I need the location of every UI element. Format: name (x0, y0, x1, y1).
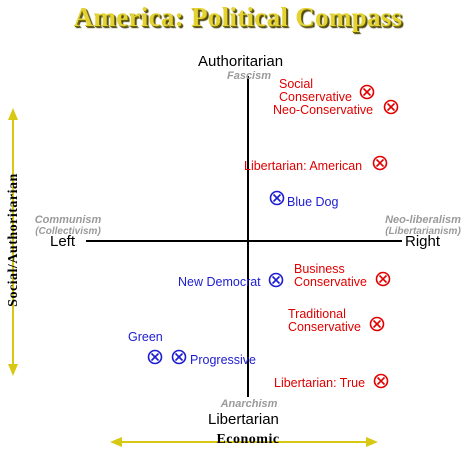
ideology-right-main: Neo-liberalism (385, 214, 461, 226)
vertical-axis-title: Social/Authoritarian (6, 173, 21, 307)
traditional-conservative-line2: Conservative (288, 320, 361, 334)
blue-dog-label: Blue Dog (287, 195, 339, 209)
libertarian-american-label: Libertarian: American (244, 159, 363, 173)
neo-conservative-label: Neo-Conservative (273, 103, 374, 117)
social-conservative-line2: Conservative (279, 90, 352, 104)
ideology-top: Fascism (226, 70, 272, 82)
axis-bottom-label: Libertarian (208, 411, 279, 428)
green-marker (147, 349, 163, 365)
ideology-right: Neo-liberalism (Libertarianism) (370, 214, 476, 238)
axis-top-label: Authoritarian (198, 53, 284, 70)
new-democrat-label: New Democrat (178, 275, 261, 289)
horizontal-arrow (110, 437, 378, 447)
business-conservative-line2: Conservative (294, 275, 367, 289)
libertarian-true-marker (373, 373, 389, 389)
social-conservative-marker (359, 84, 375, 100)
ideology-left-sub: (Collectivism) (35, 226, 101, 237)
progressive-marker (171, 349, 187, 365)
libertarian-american-marker (372, 155, 388, 171)
libertarian-true-label: Libertarian: True (274, 376, 366, 390)
ideology-bottom: Anarchism (220, 398, 278, 410)
vertical-arrow (8, 108, 18, 376)
diagram-title: America: Political Compass (73, 2, 403, 32)
axis-left-label: Left (50, 233, 76, 250)
traditional-conservative-label: Traditional Conservative (288, 308, 361, 334)
ideology-left: Communism (Collectivism) (20, 214, 116, 238)
ideology-left-main: Communism (34, 214, 102, 226)
traditional-conservative-marker (369, 316, 385, 332)
blue-dog-marker (269, 190, 285, 206)
progressive-label: Progressive (190, 353, 256, 367)
social-conservative-line1: Social (279, 77, 314, 91)
business-conservative-label: Business Conservative (294, 263, 367, 289)
new-democrat-marker (268, 272, 284, 288)
green-label: Green (128, 330, 163, 344)
neo-conservative-marker (383, 99, 399, 115)
traditional-conservative-line1: Traditional (288, 307, 346, 321)
horizontal-axis-title: Economic (216, 432, 280, 447)
business-conservative-line1: Business (294, 262, 345, 276)
business-conservative-marker (375, 271, 391, 287)
social-conservative-label: Social Conservative (279, 78, 352, 104)
axis-right-label: Right (405, 233, 441, 250)
ideology-right-sub: (Libertarianism) (385, 226, 461, 237)
